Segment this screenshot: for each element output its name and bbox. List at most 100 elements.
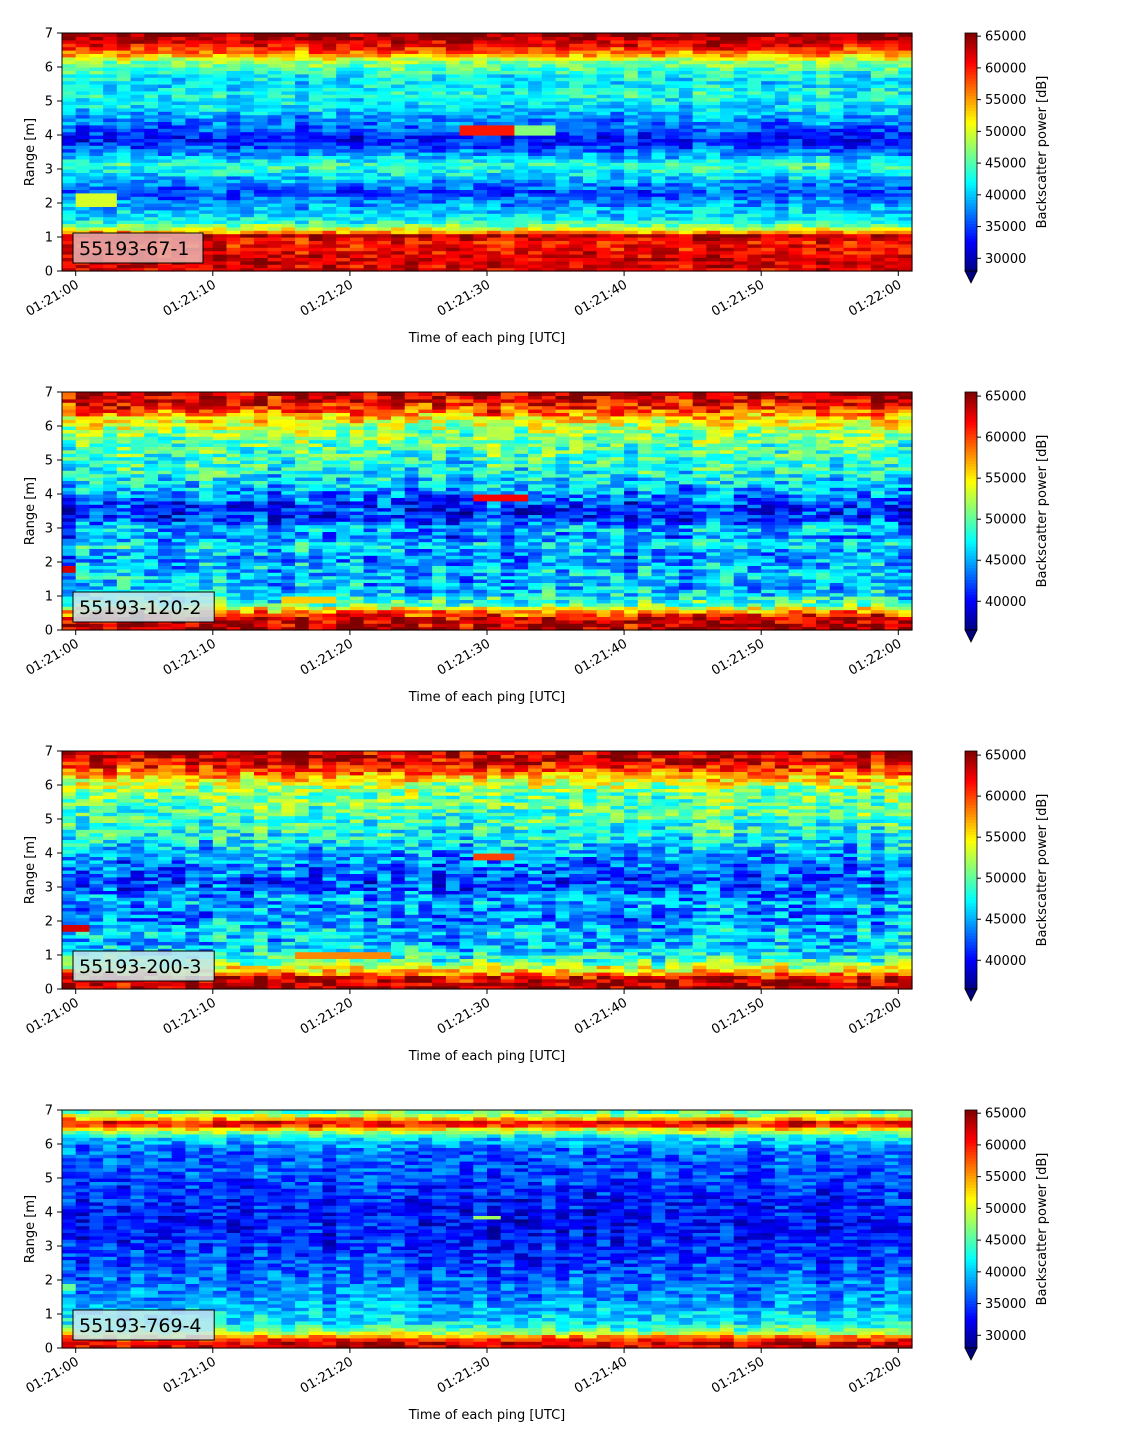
heatmap-cell — [446, 244, 460, 248]
heatmap-cell — [843, 234, 857, 238]
heatmap-cell — [734, 264, 748, 268]
heatmap-cell — [158, 217, 172, 221]
heatmap-cell — [144, 183, 158, 187]
heatmap-cell — [158, 142, 172, 146]
heatmap-cell — [62, 470, 76, 474]
heatmap-cell — [843, 142, 857, 146]
heatmap-cell — [117, 142, 131, 146]
heatmap-cell — [542, 234, 556, 238]
heatmap-cell — [720, 159, 734, 163]
heatmap-cell — [185, 166, 199, 170]
x-tick-label: 01:21:40 — [572, 277, 630, 319]
heatmap-cell — [898, 264, 912, 268]
heatmap-cell — [843, 251, 857, 255]
heatmap-cell — [830, 264, 844, 268]
heatmap-cell — [747, 183, 761, 187]
heatmap-cell — [240, 217, 254, 221]
heatmap-cell — [185, 142, 199, 146]
heatmap-cell — [652, 234, 666, 238]
heatmap-cell — [761, 193, 775, 197]
heatmap-cell — [309, 200, 323, 204]
heatmap-cell — [597, 210, 611, 214]
heatmap-cell — [117, 159, 131, 163]
heatmap-cell — [295, 264, 309, 268]
heatmap-cell — [213, 159, 227, 163]
heatmap-cell — [885, 193, 899, 197]
heatmap-cell — [898, 132, 912, 136]
heatmap-cell — [583, 33, 597, 37]
heatmap-cell — [89, 419, 103, 423]
heatmap-cell — [473, 264, 487, 268]
heatmap-cell — [706, 149, 720, 153]
heatmap-cell — [131, 470, 145, 474]
heatmap-cell — [227, 227, 241, 231]
heatmap-cell — [322, 183, 336, 187]
heatmap-cell — [364, 227, 378, 231]
heatmap-cell — [830, 183, 844, 187]
heatmap-cell — [789, 142, 803, 146]
heatmap-cell — [624, 264, 638, 268]
heatmap-cell — [816, 142, 830, 146]
heatmap-cell — [460, 149, 474, 153]
heatmap-cell — [405, 244, 419, 248]
heatmap-cell — [747, 132, 761, 136]
heatmap-cell — [254, 251, 268, 255]
heatmap-cell — [720, 176, 734, 180]
heatmap-cell — [624, 142, 638, 146]
heatmap-cell — [391, 142, 405, 146]
heatmap-cell — [131, 419, 145, 423]
heatmap-cell — [624, 227, 638, 231]
heatmap-cell — [268, 264, 282, 268]
heatmap-cell — [857, 149, 871, 153]
heatmap-cell — [144, 166, 158, 170]
heatmap-cell — [117, 183, 131, 187]
heatmap-cell — [117, 132, 131, 136]
heatmap-cell — [569, 200, 583, 204]
heatmap-cell — [569, 251, 583, 255]
heatmap-cell — [747, 251, 761, 255]
heatmap-cell — [89, 264, 103, 268]
heatmap-cell — [556, 200, 570, 204]
heatmap-cell — [665, 227, 679, 231]
heatmap-cell — [268, 176, 282, 180]
heatmap-cell — [117, 392, 131, 396]
heatmap-cell — [213, 217, 227, 221]
heatmap-cell — [350, 149, 364, 153]
heatmap-cell — [62, 33, 76, 37]
heatmap-cell — [364, 200, 378, 204]
heatmap-cell — [857, 176, 871, 180]
heatmap-cell — [62, 402, 76, 406]
heatmap-cell — [377, 166, 391, 170]
heatmap-cell — [131, 436, 145, 440]
heatmap-cell — [144, 264, 158, 268]
heatmap-cell — [652, 149, 666, 153]
heatmap-cell — [76, 176, 90, 180]
heatmap-cell — [172, 200, 186, 204]
heatmap-cell — [350, 234, 364, 238]
heatmap-cell — [665, 159, 679, 163]
heatmap-cell — [103, 142, 117, 146]
heatmap-cell — [693, 217, 707, 221]
heatmap-cell — [747, 210, 761, 214]
heatmap-cell — [830, 149, 844, 153]
heatmap-cell — [885, 132, 899, 136]
heatmap-cell — [89, 436, 103, 440]
heatmap-cell — [487, 234, 501, 238]
heatmap-cell — [542, 33, 556, 37]
heatmap-cell — [322, 142, 336, 146]
colorbar-segment — [965, 33, 977, 37]
heatmap-cell — [830, 33, 844, 37]
heatmap-cell — [117, 166, 131, 170]
heatmap-cell — [254, 264, 268, 268]
heatmap-cell — [569, 264, 583, 268]
heatmap-cell — [542, 132, 556, 136]
heatmap-cell — [514, 183, 528, 187]
heatmap-cell — [775, 217, 789, 221]
heatmap-cell — [391, 244, 405, 248]
heatmap-cell — [652, 33, 666, 37]
heatmap-cell — [76, 193, 90, 197]
heatmap-cell — [213, 193, 227, 197]
heatmap-cell — [76, 419, 90, 423]
heatmap-cell — [638, 251, 652, 255]
heatmap-cell — [569, 132, 583, 136]
